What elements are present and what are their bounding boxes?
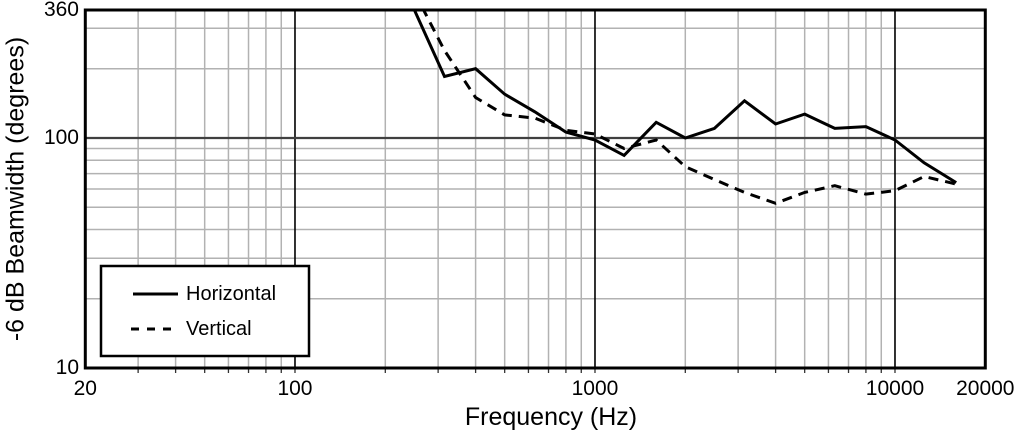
y-tick-label: 360 [43,0,79,21]
curve-horizontal [413,10,957,184]
legend-box [99,264,311,358]
x-tick-label: 20000 [956,377,1015,400]
legend-label-vertical: Vertical [186,318,252,340]
curves [413,10,957,205]
legend [99,264,311,358]
y-axis-title: -6 dB Beamwidth (degrees) [1,36,30,342]
x-tick-label: 20 [73,377,97,400]
x-axis-title: Frequency (Hz) [464,403,638,431]
x-tick-label: 1000 [571,377,619,400]
plot-border [83,8,987,370]
curve-vertical [421,10,957,205]
grid-lines [85,10,986,368]
x-tick-label: 100 [277,377,313,400]
y-tick-label: 100 [43,125,79,149]
x-tick-label: 10000 [865,377,925,400]
legend-label-horizontal: Horizontal [186,283,277,305]
y-tick-label: 10 [55,356,79,379]
